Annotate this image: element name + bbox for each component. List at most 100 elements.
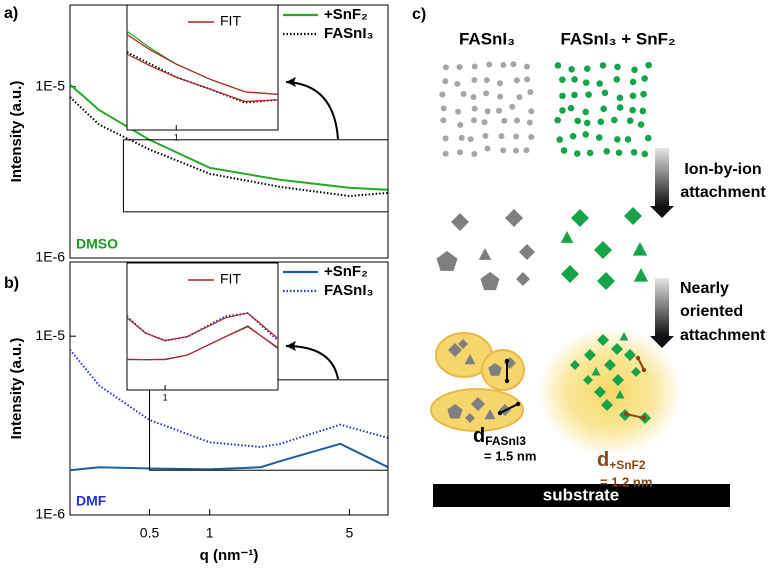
ion-dot <box>523 147 530 154</box>
ion-dot <box>616 104 624 111</box>
ion-dot <box>586 149 594 157</box>
particle <box>633 268 649 282</box>
ion-dot <box>470 94 477 101</box>
ion-dot <box>528 108 535 115</box>
distance-end <box>623 411 629 417</box>
ion-dot <box>498 133 505 140</box>
ion-dot <box>513 117 520 124</box>
panel-label: c) <box>412 6 426 23</box>
ion-dot <box>582 79 590 86</box>
y-tick-label: 1E-6 <box>35 249 65 265</box>
column-title: FASnI₃ <box>459 29 515 48</box>
ion-dot <box>440 105 447 112</box>
ion-dot <box>497 93 504 100</box>
zoom-box <box>122 139 389 213</box>
ion-dot <box>440 117 447 124</box>
particle <box>480 272 500 291</box>
annotation: DMF <box>76 493 107 509</box>
inset-x-tick-label: 1 <box>163 392 168 402</box>
y-axis-label: Intensity (a.u.) <box>8 338 25 440</box>
particle <box>505 209 523 227</box>
particle <box>448 343 462 357</box>
legend-label: FASnI₃ <box>324 25 374 42</box>
ion-dot <box>629 78 637 86</box>
ion-dot <box>455 108 462 115</box>
distance-end <box>504 358 510 364</box>
ion-dot <box>460 90 467 97</box>
zoom-arrow-head <box>286 341 296 351</box>
ion-dot <box>626 117 634 124</box>
particle <box>631 367 641 377</box>
particle <box>591 367 601 376</box>
particle <box>624 207 642 225</box>
legend-label: +SnF₂ <box>324 6 368 23</box>
ion-dot <box>454 80 461 87</box>
inset-line <box>126 326 279 361</box>
particle <box>584 349 596 361</box>
x-axis-label: q (nm⁻¹) <box>200 547 259 564</box>
ion-dot <box>631 66 638 74</box>
ion-dot <box>456 149 463 156</box>
ion-dot <box>500 147 507 154</box>
step-label: oriented <box>680 303 743 320</box>
ion-dot <box>573 150 581 157</box>
particle <box>465 413 475 423</box>
particle <box>561 265 579 283</box>
particle <box>583 375 593 385</box>
particle <box>619 332 629 341</box>
legend-label: FASnI₃ <box>324 282 374 299</box>
particle <box>458 339 468 349</box>
ion-dot <box>614 63 621 71</box>
ion-dot <box>482 132 489 139</box>
particle <box>604 359 616 371</box>
ion-dot <box>509 103 516 110</box>
ion-dot <box>526 119 533 126</box>
ion-dot <box>560 147 568 154</box>
inset-frame <box>126 262 279 391</box>
distance-end <box>515 401 521 407</box>
particle <box>471 397 485 411</box>
ion-dot <box>637 121 645 128</box>
arrow-head <box>650 336 674 348</box>
inset-line <box>126 53 279 103</box>
particle <box>519 244 535 260</box>
ion-dot <box>641 75 648 82</box>
ion-dot <box>603 148 611 155</box>
zoom-arrow <box>285 345 339 380</box>
schematic: FASnI₃ FASnI₃ + SnF₂ Ion-by-ion attachme… <box>430 29 766 507</box>
ion-dot <box>513 77 520 84</box>
step-label: Nearly <box>680 280 729 297</box>
ion-dot <box>641 150 649 158</box>
substrate <box>433 484 730 507</box>
zoom-arrow <box>285 81 339 140</box>
ion-dot <box>471 76 478 83</box>
zoom-box <box>149 379 389 471</box>
y-axis-label: Intensity (a.u.) <box>8 81 25 183</box>
ion-dot <box>442 78 449 85</box>
data-line <box>69 96 389 198</box>
particle <box>478 248 492 260</box>
ion-dot <box>500 61 507 68</box>
distance-end <box>504 378 510 384</box>
y-tick-label: 1E-5 <box>35 327 65 343</box>
ion-dot <box>439 91 446 98</box>
particle <box>615 390 625 399</box>
inset-frame <box>126 4 279 131</box>
ion-dot <box>596 80 603 87</box>
ion-dot <box>483 90 490 97</box>
particle <box>624 349 636 361</box>
ion-dot <box>624 136 632 143</box>
ion-dot <box>510 61 517 68</box>
ion-dot <box>554 62 562 69</box>
ion-dot <box>458 134 465 141</box>
ion-dot <box>585 91 592 98</box>
zoom-arrow-head <box>286 77 296 87</box>
ion-dot <box>471 105 478 112</box>
ion-dot <box>611 116 618 124</box>
particle <box>594 241 612 259</box>
distance-label: dFASnI3 <box>473 425 526 448</box>
ion-dot <box>559 76 566 83</box>
particle <box>571 209 589 227</box>
step-label: Ion-by-ion <box>684 161 761 178</box>
